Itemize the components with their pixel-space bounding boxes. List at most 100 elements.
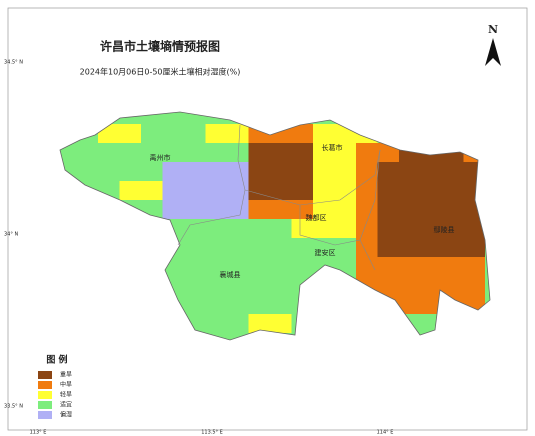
grid-cell	[313, 124, 335, 144]
grid-cell	[291, 238, 314, 258]
grid-cell	[141, 162, 163, 182]
grid-cell	[227, 333, 249, 340]
grid-cell	[227, 162, 249, 182]
grid-cell	[270, 200, 292, 220]
grid-cell	[420, 295, 443, 315]
grid-cell	[248, 143, 271, 163]
grid-cell	[291, 257, 314, 277]
legend-label: 轻旱	[60, 391, 72, 399]
place-label: 鄢陵县	[434, 225, 455, 234]
grid-cell	[162, 181, 185, 201]
place-label: 建安区	[315, 248, 336, 257]
grid-cell	[313, 200, 335, 220]
grid-cell	[227, 219, 249, 239]
place-label: 禹州市	[150, 153, 171, 162]
grid-cell	[442, 257, 464, 277]
grid-cell	[270, 162, 292, 182]
grid-cell	[205, 124, 228, 144]
north-arrow	[485, 38, 501, 66]
grid-cell	[377, 181, 400, 201]
grid-cell	[377, 276, 400, 296]
grid-cell	[98, 143, 120, 163]
grid-cell	[356, 219, 378, 239]
grid-cell	[313, 162, 335, 182]
grid-cell	[162, 143, 185, 163]
grid-cell	[227, 200, 249, 220]
grid-cell	[442, 238, 464, 258]
grid-cell	[270, 219, 292, 239]
grid-cell	[270, 181, 292, 201]
map-subtitle: 2024年10月06日0-50厘米土壤相对湿度(%)	[80, 67, 241, 77]
grid-cell	[270, 143, 292, 163]
grid-cell	[205, 314, 228, 334]
grid-cell	[205, 219, 228, 239]
grid-cell	[205, 257, 228, 277]
grid-cell	[205, 162, 228, 182]
grid-cell	[334, 200, 357, 220]
grid-cell	[184, 181, 206, 201]
grid-cell	[291, 181, 314, 201]
lon-label: 113.5° E	[201, 430, 223, 436]
grid-cell	[291, 162, 314, 182]
grid-cell	[205, 276, 228, 296]
grid-cell	[334, 143, 357, 163]
grid-cell	[184, 124, 206, 144]
grid-cell	[399, 181, 421, 201]
grid-cell	[141, 143, 163, 163]
grid-cell	[76, 162, 99, 182]
grid-cell	[119, 162, 142, 182]
grid-cell	[442, 200, 464, 220]
grid-cell	[270, 238, 292, 258]
grid-cell	[98, 162, 120, 182]
grid-cell	[162, 162, 185, 182]
grid-cell	[313, 219, 335, 239]
grid-cell	[463, 257, 486, 277]
grid-cell	[227, 181, 249, 201]
grid-cell	[399, 200, 421, 220]
grid-cell	[184, 257, 206, 277]
grid-cell	[334, 238, 357, 258]
grid-cell	[420, 162, 443, 182]
district-boundary	[244, 149, 381, 206]
grid-cell	[442, 181, 464, 201]
grid-cell	[184, 143, 206, 163]
grid-cell	[248, 162, 271, 182]
grid-cell	[248, 295, 271, 315]
grid-cell	[184, 200, 206, 220]
north-label: N	[488, 23, 498, 36]
grid-cell	[205, 238, 228, 258]
grid-cell	[356, 200, 378, 220]
grid-cell	[463, 219, 486, 239]
grid-cell	[227, 143, 249, 163]
grid-cell	[313, 143, 335, 163]
grid-cell	[184, 276, 206, 296]
legend-swatch	[38, 411, 52, 419]
grid-cell	[377, 238, 400, 258]
lat-label: 33.5° N	[4, 404, 23, 410]
grid-cell	[184, 295, 206, 315]
grid-cell	[377, 162, 400, 182]
grid-cell	[442, 219, 464, 239]
grid-cell	[356, 181, 378, 201]
legend-label: 重旱	[60, 371, 72, 379]
grid-cell	[356, 162, 378, 182]
grid-cell	[141, 181, 163, 201]
grid-cell	[420, 257, 443, 277]
grid-cell	[119, 143, 142, 163]
grid-cell	[205, 295, 228, 315]
grid-cell	[313, 238, 335, 258]
legend-label: 中旱	[60, 381, 72, 389]
grid-cell	[205, 143, 228, 163]
grid-cell	[291, 219, 314, 239]
grid-cell	[442, 162, 464, 182]
grid-cell	[227, 124, 249, 144]
grid-cell	[334, 219, 357, 239]
grid-cell	[162, 200, 185, 220]
grid-cell	[184, 162, 206, 182]
grid-cell	[399, 276, 421, 296]
grid-cell	[420, 200, 443, 220]
lon-label: 113° E	[30, 430, 47, 436]
grid-cell	[205, 181, 228, 201]
legend-label: 偏湿	[60, 411, 72, 419]
